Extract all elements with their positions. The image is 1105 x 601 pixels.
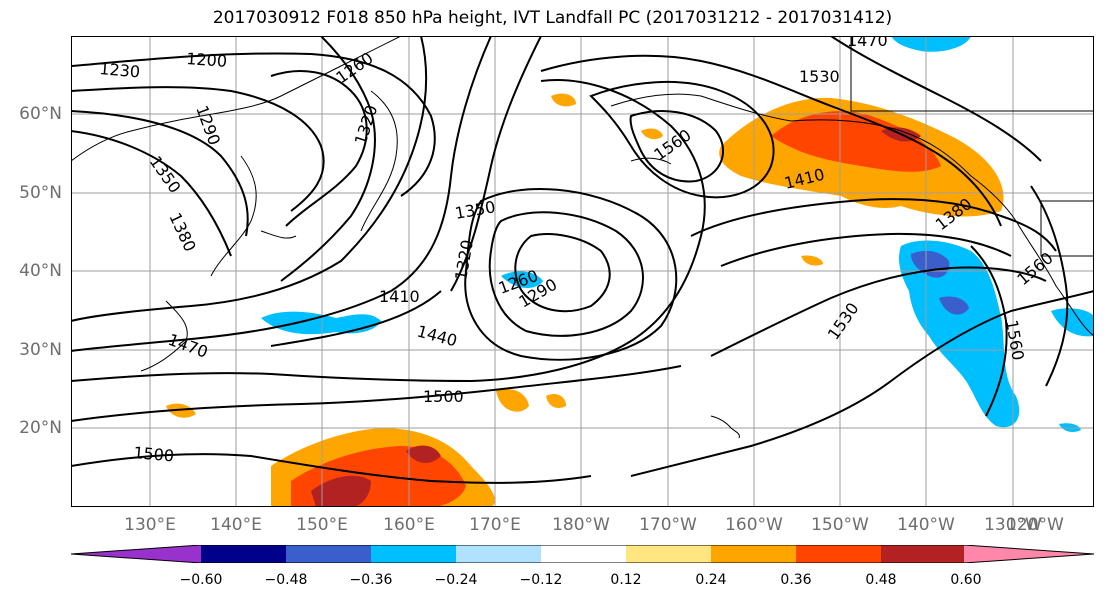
colorbar-tick-label: −0.24 bbox=[434, 572, 478, 588]
contour-label: 1470 bbox=[847, 36, 888, 50]
graticule bbox=[71, 36, 1094, 507]
ivt-negative-shading bbox=[261, 36, 1094, 432]
colorbar-extend-high bbox=[964, 545, 1094, 563]
colorbar-tick-label: 0.12 bbox=[610, 572, 642, 588]
lon-label: 170°W bbox=[639, 515, 697, 535]
colorbar-bin bbox=[881, 545, 966, 563]
colorbar-bin bbox=[796, 545, 881, 563]
colorbar-extend-low bbox=[71, 545, 201, 563]
lon-label: 150°E bbox=[296, 515, 348, 535]
colorbar-bin bbox=[711, 545, 796, 563]
colorbar-tick-label: −0.48 bbox=[264, 572, 308, 588]
contour-label: 1410 bbox=[379, 287, 420, 306]
colorbar-bin bbox=[286, 545, 371, 563]
colorbar bbox=[71, 545, 1094, 563]
lat-label: 50°N bbox=[19, 183, 62, 203]
colorbar-tick-label: 0.36 bbox=[780, 572, 812, 588]
colorbar-bin bbox=[541, 545, 626, 563]
lon-label: 140°E bbox=[210, 515, 262, 535]
map-panel: 1230 1200 1260 1290 1320 1350 1380 1470 … bbox=[71, 36, 1094, 507]
contour-label: 1200 bbox=[186, 49, 228, 71]
lat-label: 20°N bbox=[19, 418, 62, 438]
lat-label: 40°N bbox=[19, 261, 62, 281]
colorbar-bin bbox=[371, 545, 456, 563]
lon-label: 180°W bbox=[552, 515, 610, 535]
colorbar-tick-label: −0.36 bbox=[349, 572, 393, 588]
lat-label: 30°N bbox=[19, 340, 62, 360]
lon-label: 120°W bbox=[1006, 515, 1064, 535]
contour-label: 1230 bbox=[99, 59, 141, 81]
colorbar-tick-label: 0.24 bbox=[695, 572, 727, 588]
colorbar-bin bbox=[201, 545, 286, 563]
contour-label: 1530 bbox=[799, 67, 840, 86]
lon-label: 170°E bbox=[469, 515, 521, 535]
colorbar-tick-label: 0.48 bbox=[865, 572, 897, 588]
colorbar-tick-label: −0.12 bbox=[519, 572, 563, 588]
lon-label: 160°W bbox=[725, 515, 783, 535]
lon-label: 160°E bbox=[383, 515, 435, 535]
contour-label: 1500 bbox=[133, 443, 175, 465]
lon-label: 130°W bbox=[984, 515, 1042, 535]
lon-label: 150°W bbox=[811, 515, 869, 535]
lat-label: 60°N bbox=[19, 104, 62, 124]
colorbar-tick-label: −0.60 bbox=[179, 572, 223, 588]
colorbar-bin bbox=[626, 545, 711, 563]
contour-label: 1500 bbox=[423, 387, 464, 406]
map-title: 2017030912 F018 850 hPa height, IVT Land… bbox=[212, 8, 893, 28]
lon-label: 140°W bbox=[897, 515, 955, 535]
height-contours bbox=[71, 36, 1094, 484]
ivt-positive-shading bbox=[166, 93, 1004, 507]
lon-label: 130°E bbox=[124, 515, 176, 535]
colorbar-bin bbox=[456, 545, 541, 563]
colorbar-tick-label: 0.60 bbox=[950, 572, 982, 588]
map-border bbox=[71, 36, 1094, 507]
